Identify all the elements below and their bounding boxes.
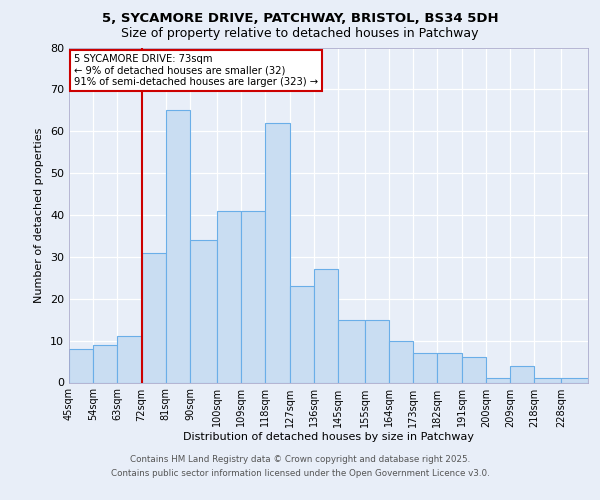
Bar	[510, 366, 534, 382]
Bar	[142, 252, 166, 382]
Bar	[118, 336, 142, 382]
Y-axis label: Number of detached properties: Number of detached properties	[34, 128, 44, 302]
Bar	[166, 110, 190, 382]
X-axis label: Distribution of detached houses by size in Patchway: Distribution of detached houses by size …	[183, 432, 474, 442]
Bar	[338, 320, 365, 382]
Bar	[290, 286, 314, 382]
Text: Contains public sector information licensed under the Open Government Licence v3: Contains public sector information licen…	[110, 469, 490, 478]
Text: Size of property relative to detached houses in Patchway: Size of property relative to detached ho…	[121, 28, 479, 40]
Bar	[190, 240, 217, 382]
Bar	[265, 123, 290, 382]
Bar	[461, 358, 486, 382]
Bar	[314, 270, 338, 382]
Bar	[93, 345, 118, 383]
Text: Contains HM Land Registry data © Crown copyright and database right 2025.: Contains HM Land Registry data © Crown c…	[130, 455, 470, 464]
Bar	[389, 340, 413, 382]
Text: 5 SYCAMORE DRIVE: 73sqm
← 9% of detached houses are smaller (32)
91% of semi-det: 5 SYCAMORE DRIVE: 73sqm ← 9% of detached…	[74, 54, 319, 88]
Bar	[534, 378, 561, 382]
Bar	[241, 211, 265, 382]
Bar	[486, 378, 510, 382]
Bar	[413, 353, 437, 382]
Text: 5, SYCAMORE DRIVE, PATCHWAY, BRISTOL, BS34 5DH: 5, SYCAMORE DRIVE, PATCHWAY, BRISTOL, BS…	[101, 12, 499, 26]
Bar	[561, 378, 588, 382]
Bar	[69, 349, 93, 382]
Bar	[217, 211, 241, 382]
Bar	[365, 320, 389, 382]
Bar	[437, 353, 461, 382]
